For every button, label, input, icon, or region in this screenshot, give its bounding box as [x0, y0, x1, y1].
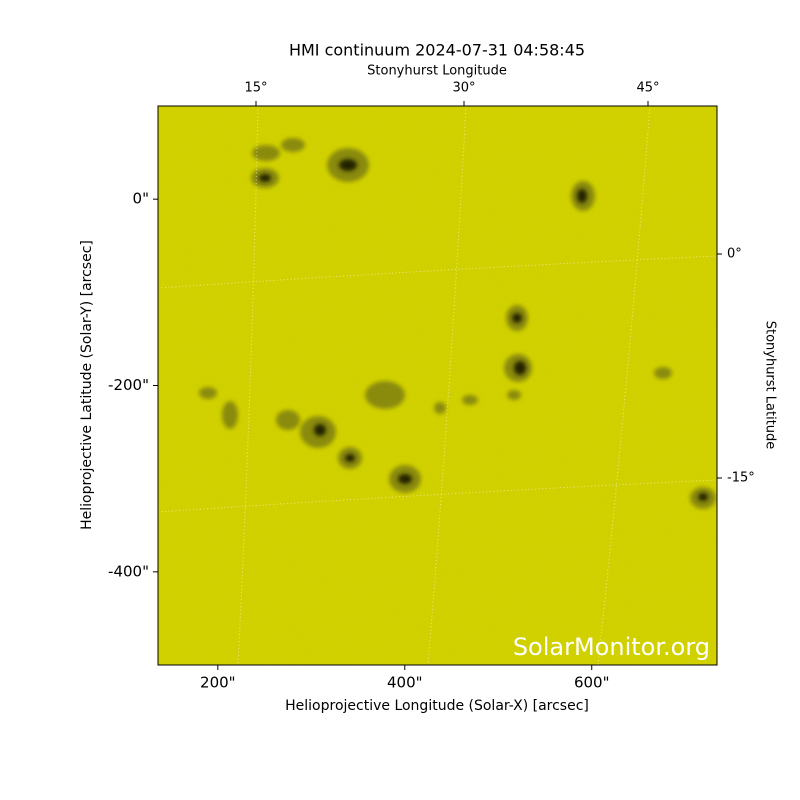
x-tick-label: 400": [387, 674, 423, 692]
x-tick-label: 600": [574, 674, 610, 692]
y2-tick-label: -15°: [727, 471, 755, 486]
x2-tick-label: 45°: [636, 81, 659, 96]
y-tick-label: 0": [133, 190, 149, 208]
x2-axis-label: Stonyhurst Longitude: [367, 64, 507, 79]
y-tick-label: -200": [108, 376, 149, 394]
y2-axis-label: Stonyhurst Latitude: [763, 321, 778, 450]
x2-tick-label: 30°: [452, 81, 475, 96]
solar-image: [158, 106, 717, 665]
x2-tick-label: 15°: [244, 81, 267, 96]
longitude-line: [597, 106, 651, 665]
stonyhurst-grid: [158, 106, 717, 665]
latitude-line: [158, 479, 717, 513]
y-tick-label: -400": [108, 562, 149, 580]
y2-tick-label: 0°: [727, 247, 742, 262]
latitude-line: [158, 255, 717, 289]
chart-title: HMI continuum 2024-07-31 04:58:45: [289, 41, 585, 60]
watermark: SolarMonitor.org: [513, 633, 710, 661]
y-axis-label: Helioprojective Latitude (Solar-Y) [arcs…: [79, 240, 95, 530]
x-tick-label: 200": [200, 674, 236, 692]
longitude-line: [237, 106, 259, 665]
longitude-line: [427, 106, 467, 665]
x-axis-label: Helioprojective Longitude (Solar-X) [arc…: [285, 698, 589, 714]
sunspots: [199, 138, 716, 509]
